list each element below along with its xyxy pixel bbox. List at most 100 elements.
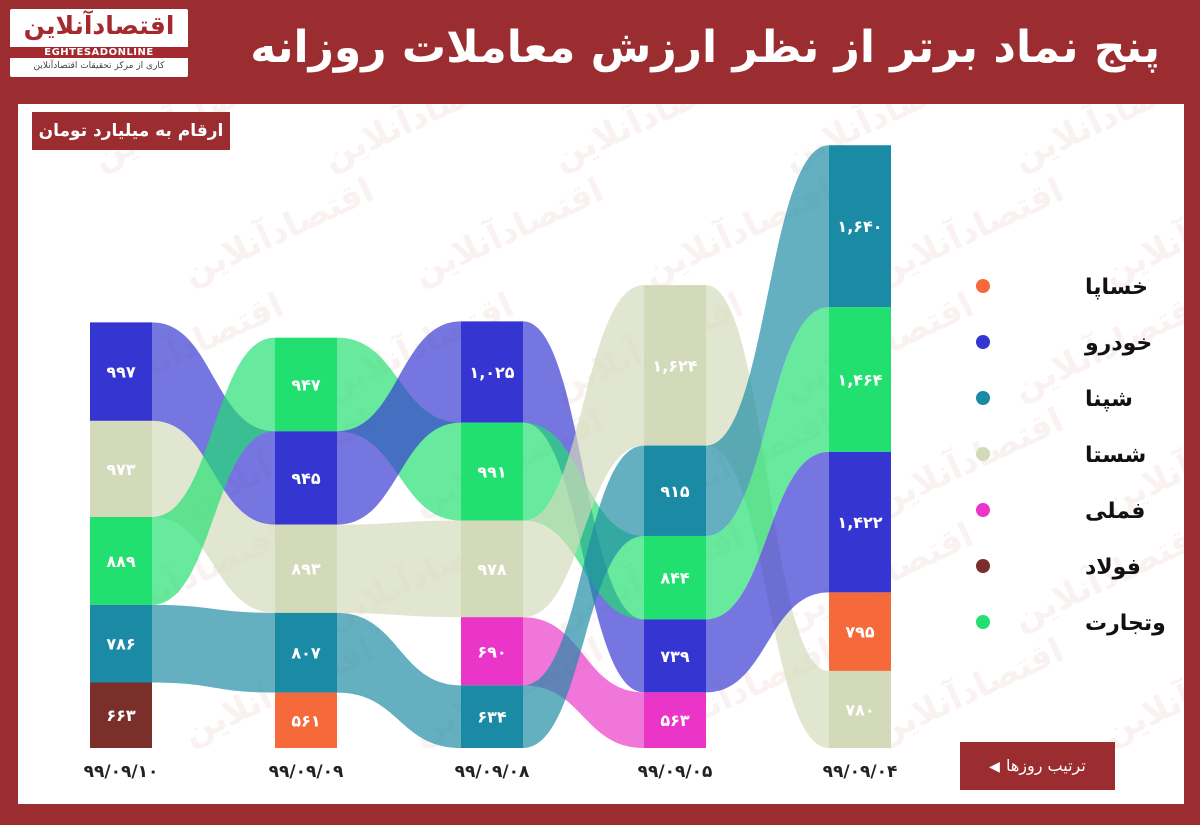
date-tick-label: ۹۹/۰۹/۰۵: [638, 762, 713, 782]
data-label: ۱,۴۶۴: [837, 371, 882, 390]
arrow-left-icon: ◀: [989, 759, 1000, 775]
data-label: ۷۸۰: [845, 700, 874, 719]
legend-label: خودرو: [1084, 331, 1152, 356]
bar-segment-خودرو: [461, 321, 523, 423]
legend-label: فملی: [1085, 499, 1145, 524]
bar-segment-وتجارت: [275, 337, 337, 432]
flow-band-شستا: [337, 520, 461, 618]
data-label: ۷۸۶: [106, 635, 135, 654]
flow-band-فملی: [523, 617, 644, 748]
date-tick-label: ۹۹/۰۹/۰۴: [823, 762, 898, 782]
data-label: ۸۴۴: [660, 569, 690, 588]
watermark-text: اقتصادآنلاین: [316, 53, 520, 178]
data-label: ۱,۶۴۰: [837, 217, 882, 236]
legend-label: شستا: [1085, 443, 1146, 468]
bar-segment-شپنا: [461, 685, 523, 748]
flow-band-شپنا: [337, 612, 461, 748]
legend-swatch-فملی: [976, 503, 990, 517]
flow-band-وتجارت: [152, 337, 275, 605]
unit-note: ارقام به میلیارد تومان: [32, 112, 230, 150]
bar-segment-شستا: [90, 420, 152, 518]
data-label: ۹۷۸: [477, 560, 507, 579]
flow-band-وتجارت: [706, 307, 829, 620]
bar-segment-خساپا: [829, 592, 891, 671]
flow-band-شپنا: [152, 604, 275, 693]
data-label: ۹۴۵: [291, 469, 321, 488]
legend-swatch-شپنا: [976, 391, 990, 405]
date-axis: ۹۹/۰۹/۱۰ ۹۹/۰۹/۰۹ ۹۹/۰۹/۰۸ ۹۹/۰۹/۰۵ ۹۹/۰۹/۰۴: [84, 762, 898, 782]
watermark-text: اقتصادآنلاین: [866, 398, 1070, 523]
flow-band-شپنا: [523, 445, 644, 748]
bar-segment-شپنا: [829, 145, 891, 308]
bar-segment-شستا: [829, 670, 891, 748]
bar-segment-شپنا: [90, 604, 152, 683]
bar-segment-خودرو: [90, 322, 152, 421]
data-label: ۹۹۷: [106, 363, 136, 382]
bar-segment-شپنا: [644, 445, 706, 536]
flow-band-خودرو: [706, 451, 829, 693]
bar-segment-شستا: [275, 524, 337, 613]
data-label: ۶۹۰: [477, 642, 506, 661]
data-label: ۸۹۳: [291, 560, 321, 579]
legend-swatch-وتجارت: [976, 615, 990, 629]
legend-swatch-شستا: [976, 447, 990, 461]
day-order-note: ترتیب روزها ◀: [960, 742, 1115, 790]
flow-band-خودرو: [337, 321, 461, 525]
data-label: ۸۰۷: [291, 644, 321, 663]
data-label: ۷۹۵: [845, 623, 875, 642]
date-tick-label: ۹۹/۰۹/۰۹: [269, 762, 344, 782]
bar-segment-شستا: [461, 520, 523, 618]
flow-band-خودرو: [152, 322, 275, 525]
bar-segment-خساپا: [275, 692, 337, 748]
bar-layer: ۹۹۷ ۹۷۳ ۸۸۹ ۷۸۶ ۶۶۳ ۹۴۷ ۹۴۵ ۸۹۳ ۸۰۷ ۵۶۱ ۱,۰۲۵ ۹۹۱ ۹۷…: [90, 145, 891, 748]
data-label: ۷۳۹: [660, 647, 690, 666]
bar-segment-وتجارت: [829, 307, 891, 452]
watermark-text: اقتصادآنلاین: [1096, 628, 1200, 753]
watermark-text: اقتصادآنلاین: [1006, 53, 1200, 178]
flow-band-شستا: [523, 285, 644, 618]
legend-label: خساپا: [1085, 275, 1148, 300]
legend-swatch-خودرو: [976, 335, 990, 349]
logo-tagline: کاری از مرکز تحقیقات اقتصادآنلاین: [33, 61, 165, 71]
bar-segment-فولاد: [90, 682, 152, 748]
legend-label: وتجارت: [1085, 611, 1166, 636]
bar-segment-وتجارت: [90, 517, 152, 605]
date-tick-label: ۹۹/۰۹/۰۸: [455, 762, 530, 782]
bar-segment-شپنا: [275, 612, 337, 693]
data-label: ۱,۴۲۲: [837, 513, 882, 532]
data-label: ۵۶۳: [660, 711, 690, 730]
bar-segment-فملی: [461, 617, 523, 686]
logo-name: اقتصادآنلاین: [23, 11, 175, 40]
bar-segment-وتجارت: [461, 422, 523, 521]
day-order-label: ترتیب روزها: [1005, 756, 1086, 775]
bar-segment-شستا: [644, 285, 706, 446]
legend-swatch-خساپا: [976, 279, 990, 293]
data-label: ۵۶۱: [291, 711, 320, 730]
data-label: ۱,۶۲۴: [652, 356, 697, 375]
data-label: ۶۳۴: [477, 708, 507, 727]
data-label: ۹۱۵: [660, 482, 690, 501]
legend: خساپا خودرو شپنا شستا فملی فولاد وتجارت: [976, 275, 1166, 636]
bar-segment-وتجارت: [644, 535, 706, 620]
flow-layer: [152, 145, 829, 748]
watermark-text: اقتصادآنلاین: [866, 628, 1070, 753]
bar-segment-خودرو: [644, 619, 706, 693]
logo-latin: EGHTESADONLINE: [10, 47, 188, 58]
data-label: ۹۷۳: [106, 460, 136, 479]
watermark-text: اقتصادآنلاین: [866, 168, 1070, 293]
watermark-text: اقتصادآنلاین: [546, 53, 750, 178]
bar-segment-خودرو: [275, 431, 337, 525]
bar-segment-فملی: [644, 692, 706, 748]
bar-segment-خودرو: [829, 451, 891, 593]
data-label: ۹۹۱: [477, 463, 506, 482]
date-tick-label: ۹۹/۰۹/۱۰: [84, 762, 159, 782]
chart-title: پنج نماد برتر از نظر ارزش معاملات روزانه: [250, 22, 1160, 73]
flow-band-شپنا: [706, 145, 829, 536]
data-label: ۶۶۳: [106, 706, 136, 725]
data-label: ۸۸۹: [106, 552, 136, 571]
data-label: ۹۴۷: [291, 375, 321, 394]
watermark-text: اقتصادآنلاین: [406, 168, 610, 293]
logo: اقتصادآنلاین EGHTESADONLINE کاری از مرکز…: [10, 9, 188, 77]
legend-swatch-فولاد: [976, 559, 990, 573]
